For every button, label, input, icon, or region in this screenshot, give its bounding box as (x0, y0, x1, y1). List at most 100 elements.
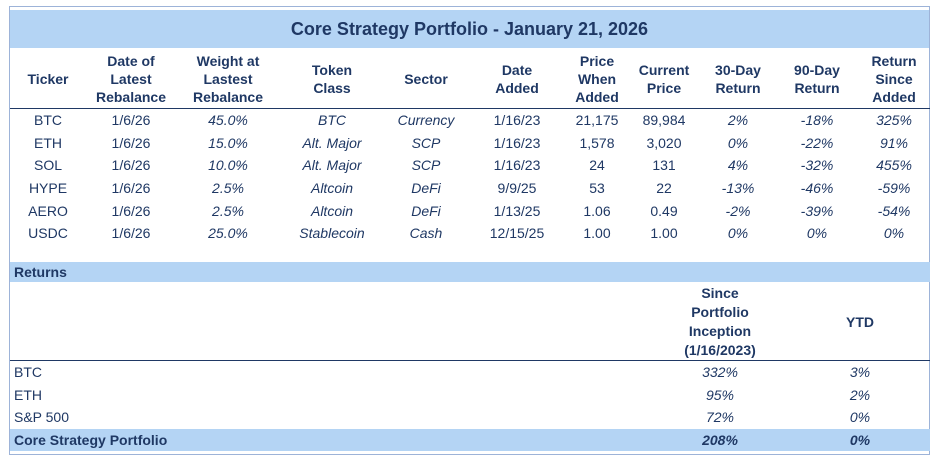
ytd-cell: 0% (790, 428, 930, 451)
returns-section-label: Returns (14, 264, 67, 280)
sector-cell: SCP (411, 134, 441, 151)
col-returns-name (10, 284, 650, 361)
col-token-class: Token Class (280, 50, 384, 109)
ret30-cell: 2% (727, 112, 749, 129)
since-inception-cell: 208% (650, 428, 790, 451)
holding-row: SOL 1/6/26 10.0% Alt. Major SCP 1/16/23 24 131 4… (10, 154, 930, 177)
weight-cell: 2.5% (212, 180, 244, 197)
ytd-cell: 3% (849, 364, 871, 381)
token-class-cell: BTC (318, 112, 346, 129)
ticker-cell: SOL (33, 157, 62, 174)
weight-cell: 15.0% (208, 134, 248, 151)
returns-row: ETH 95% 2% (10, 384, 930, 407)
ret90-cell: 0% (806, 225, 828, 242)
col-ret90: 90-Day Return (776, 50, 858, 109)
sector-cell: DeFi (411, 202, 441, 219)
price-added-cell: 1.06 (583, 202, 611, 219)
ret-since-cell: -54% (877, 202, 911, 219)
sector-cell: Currency (397, 112, 455, 129)
ticker-cell: ETH (34, 134, 62, 151)
current-price-cell: 1.00 (650, 225, 678, 242)
date-added-cell: 1/13/25 (493, 202, 541, 219)
returns-name-cell: ETH (14, 386, 42, 403)
date-added-cell: 1/16/23 (493, 112, 541, 129)
ret90-cell: -32% (800, 157, 834, 174)
ticker-cell: BTC (34, 112, 62, 129)
ret30-cell: 0% (727, 134, 749, 151)
returns-row: S&P 500 72% 0% (10, 406, 930, 429)
col-rebalance-date: Date of Latest Rebalance (86, 50, 176, 109)
date-added-cell: 12/15/25 (489, 225, 545, 242)
rebalance-date-cell: 1/6/26 (111, 225, 151, 242)
returns-name-cell: BTC (14, 364, 42, 381)
col-ytd: YTD (790, 284, 930, 361)
price-added-cell: 24 (589, 157, 605, 174)
returns-row: Core Strategy Portfolio 208% 0% (10, 428, 930, 451)
returns-name-cell: S&P 500 (14, 409, 70, 426)
ret-since-cell: 91% (879, 134, 909, 151)
token-class-cell: Altcoin (310, 202, 354, 219)
date-added-cell: 1/16/23 (493, 134, 541, 151)
ret30-cell: 4% (727, 157, 749, 174)
current-price-cell: 22 (656, 180, 672, 197)
weight-cell: 10.0% (208, 157, 248, 174)
ret90-cell: -18% (800, 112, 834, 129)
col-date-added: Date Added (468, 50, 566, 109)
current-price-cell: 131 (652, 157, 676, 174)
since-inception-cell: 332% (702, 364, 738, 381)
weight-cell: 45.0% (208, 112, 248, 129)
returns-name-cell: Core Strategy Portfolio (10, 428, 650, 451)
col-current-price: Current Price (628, 50, 700, 109)
since-inception-cell: 72% (705, 409, 735, 426)
holding-row: BTC 1/6/26 45.0% BTC Currency 1/16/23 21,175 89… (10, 109, 930, 132)
current-price-cell: 89,984 (642, 112, 686, 129)
price-added-cell: 53 (589, 180, 605, 197)
col-weight: Weight at Lastest Rebalance (176, 50, 280, 109)
weight-cell: 25.0% (208, 225, 248, 242)
price-added-cell: 21,175 (575, 112, 619, 129)
holding-row: ETH 1/6/26 15.0% Alt. Major SCP 1/16/23 1,578 3… (10, 132, 930, 155)
ret-since-cell: -59% (877, 180, 911, 197)
rebalance-date-cell: 1/6/26 (111, 134, 151, 151)
ticker-cell: AERO (28, 202, 68, 219)
returns-section-header: Returns (10, 262, 930, 282)
ret30-cell: -13% (721, 180, 755, 197)
ret30-cell: -2% (725, 202, 751, 219)
token-class-cell: Alt. Major (302, 157, 362, 174)
token-class-cell: Alt. Major (302, 134, 362, 151)
ytd-cell: 2% (849, 386, 871, 403)
holding-row: HYPE 1/6/26 2.5% Altcoin DeFi 9/9/25 53 22 -13% -… (10, 177, 930, 200)
sector-cell: SCP (411, 157, 441, 174)
since-inception-cell: 95% (705, 386, 735, 403)
col-sector: Sector (384, 50, 468, 109)
col-since-inception: Since Portfolio Inception (1/16/2023) (650, 284, 790, 361)
holding-row: AERO 1/6/26 2.5% Altcoin DeFi 1/13/25 1.06 0.49… (10, 199, 930, 222)
rebalance-date-cell: 1/6/26 (111, 202, 151, 219)
returns-header-row: Since Portfolio Inception (1/16/2023) YTD (10, 284, 930, 361)
ret90-cell: -22% (800, 134, 834, 151)
current-price-cell: 0.49 (650, 202, 678, 219)
ret30-cell: 0% (727, 225, 749, 242)
rebalance-date-cell: 1/6/26 (111, 112, 151, 129)
rebalance-date-cell: 1/6/26 (111, 180, 151, 197)
ret90-cell: -39% (800, 202, 834, 219)
token-class-cell: Stablecoin (299, 225, 365, 242)
sector-cell: Cash (409, 225, 443, 242)
holdings-header-row: Ticker Date of Latest Rebalance Weight at L… (10, 50, 930, 109)
rebalance-date-cell: 1/6/26 (111, 157, 151, 174)
current-price-cell: 3,020 (646, 134, 682, 151)
col-price-added: Price When Added (566, 50, 628, 109)
token-class-cell: Altcoin (310, 180, 354, 197)
holding-row: USDC 1/6/26 25.0% Stablecoin Cash 12/15/25 1.0… (10, 222, 930, 245)
weight-cell: 2.5% (212, 202, 244, 219)
holdings-table: Ticker Date of Latest Rebalance Weight at L… (10, 50, 930, 245)
ticker-cell: USDC (28, 225, 68, 242)
ret-since-cell: 455% (876, 157, 912, 174)
price-added-cell: 1,578 (579, 134, 615, 151)
page-title: Core Strategy Portfolio - January 21, 20… (10, 10, 929, 48)
col-ret30: 30-Day Return (700, 50, 776, 109)
col-ret-since: Return Since Added (858, 50, 930, 109)
returns-table: Since Portfolio Inception (1/16/2023) YTD B… (10, 284, 930, 451)
col-ticker: Ticker (10, 50, 86, 109)
price-added-cell: 1.00 (583, 225, 611, 242)
